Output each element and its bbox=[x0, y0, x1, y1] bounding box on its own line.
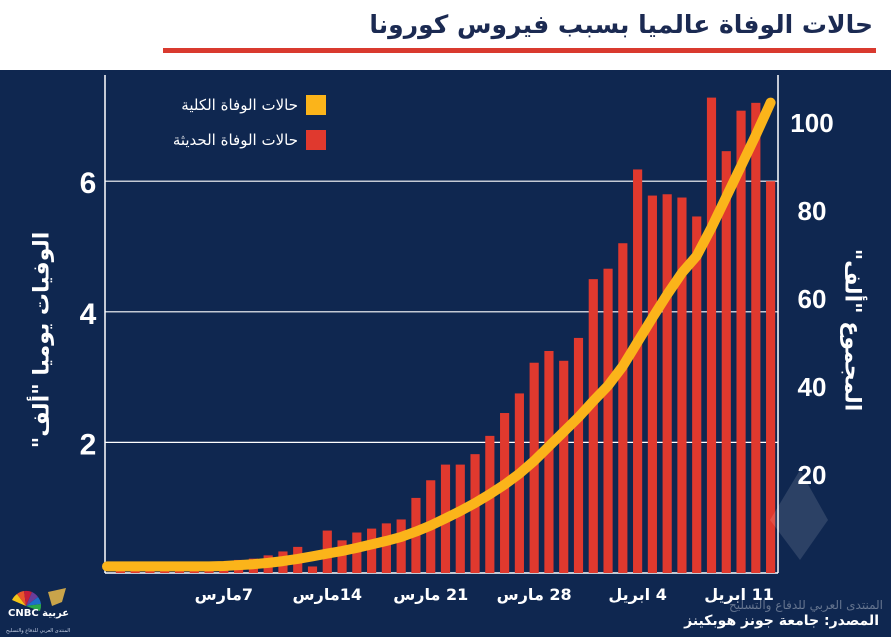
bar-19 bbox=[396, 519, 406, 573]
watermark-text: المنتدى العربي للدفاع والتسليح bbox=[729, 598, 883, 612]
bar-30 bbox=[559, 360, 569, 573]
title-bar bbox=[0, 0, 891, 70]
bar-28 bbox=[529, 362, 539, 573]
x-tick-0: 7مارس bbox=[195, 585, 253, 604]
chart-title: حالات الوفاة عالميا بسبب فيروس كورونا bbox=[369, 10, 873, 39]
y-right-tick-100: 100 bbox=[790, 108, 833, 138]
legend-item-daily: حالات الوفاة الحديثة bbox=[173, 130, 326, 150]
bar-29 bbox=[544, 350, 554, 573]
x-tick-5: 11 ابريل bbox=[704, 585, 774, 604]
x-tick-4: 4 ابريل bbox=[608, 585, 666, 604]
bar-40 bbox=[706, 97, 717, 573]
y-axis-right-label: المجموع "ألف" bbox=[839, 248, 865, 412]
bar-33 bbox=[603, 268, 613, 573]
legend-item-total: حالات الوفاة الكلية bbox=[181, 95, 326, 115]
bar-34 bbox=[618, 243, 628, 574]
bar-18 bbox=[381, 523, 391, 573]
y-right-tick-20: 20 bbox=[798, 460, 827, 490]
bar-43 bbox=[751, 102, 761, 573]
source-note: المصدر: جامعة جونز هوبكينز bbox=[684, 613, 879, 629]
x-tick-3: 28 مارس bbox=[497, 585, 572, 604]
y-right-tick-40: 40 bbox=[798, 372, 827, 402]
bar-41 bbox=[721, 151, 731, 574]
bar-15 bbox=[337, 540, 347, 573]
bar-13 bbox=[307, 566, 318, 573]
bar-38 bbox=[677, 197, 687, 573]
bar-36 bbox=[647, 195, 657, 574]
legend-label-total: حالات الوفاة الكلية bbox=[181, 96, 298, 114]
series-line-total bbox=[102, 97, 776, 572]
bar-35 bbox=[633, 169, 643, 574]
title-underline bbox=[163, 48, 876, 53]
y-left-tick-6: 6 bbox=[80, 167, 97, 200]
logo-text: CNBC عربية bbox=[8, 608, 70, 619]
y-axis-left-label: الوفيات يوميا "ألف" bbox=[29, 231, 55, 449]
legend-swatch-daily bbox=[306, 130, 326, 150]
y-left-tick-2: 2 bbox=[80, 428, 97, 461]
bar-39 bbox=[692, 216, 702, 573]
y-left-tick-4: 4 bbox=[80, 298, 97, 331]
legend-swatch-total bbox=[306, 95, 326, 115]
bar-37 bbox=[662, 194, 672, 573]
y-right-tick-60: 60 bbox=[798, 284, 827, 314]
bar-17 bbox=[367, 528, 377, 573]
bar-27 bbox=[514, 393, 524, 573]
x-tick-2: 21 مارس bbox=[393, 585, 468, 604]
x-tick-1: 14مارس bbox=[293, 585, 362, 604]
bar-24 bbox=[470, 454, 480, 573]
bar-25 bbox=[485, 435, 495, 573]
y-right-tick-80: 80 bbox=[798, 196, 827, 226]
cnbc-peacock-logo bbox=[12, 588, 66, 611]
watermark-emblem-icon bbox=[770, 470, 828, 560]
bar-44 bbox=[766, 181, 776, 573]
bar-42 bbox=[736, 110, 746, 574]
bar-26 bbox=[500, 413, 510, 573]
legend-label-daily: حالات الوفاة الحديثة bbox=[172, 131, 298, 149]
bar-23 bbox=[455, 464, 465, 573]
bar-32 bbox=[588, 279, 598, 573]
bar-31 bbox=[573, 337, 584, 573]
logo-subtext: المنتدى العربي للدفاع والتسليح bbox=[6, 628, 71, 634]
